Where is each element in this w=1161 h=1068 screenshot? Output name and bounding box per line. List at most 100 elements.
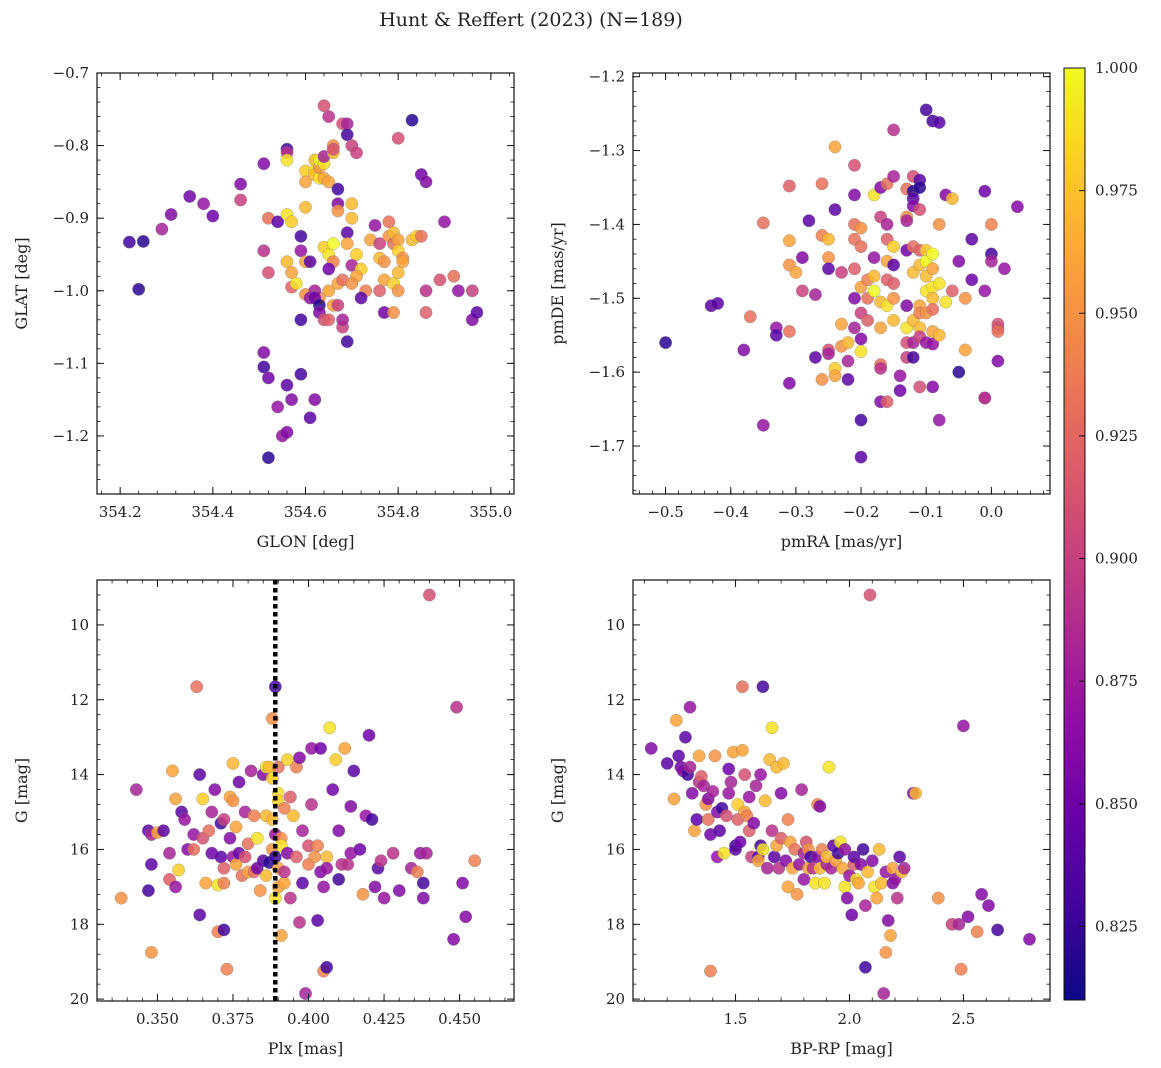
data-point — [1010, 200, 1024, 214]
data-point — [931, 891, 945, 905]
data-point — [838, 842, 852, 856]
data-point — [317, 99, 331, 113]
y-tick-label: −1.3 — [589, 142, 625, 160]
x-tick-label: 1.5 — [724, 1010, 748, 1028]
data-point — [450, 700, 464, 714]
data-point — [322, 262, 336, 276]
data-point — [261, 371, 275, 385]
data-point — [470, 306, 484, 319]
data-point — [340, 335, 354, 349]
data-point — [939, 295, 953, 309]
data-point — [197, 197, 211, 211]
x-tick-label: −0.4 — [713, 503, 749, 521]
data-point — [362, 728, 376, 742]
data-point — [326, 237, 340, 251]
data-point — [164, 208, 178, 221]
axis-ticks: 0.350 0.375 0.400 0.425 0.450 10 12 14 16 18 20 — [70, 579, 514, 1028]
data-point — [217, 923, 231, 937]
data-point — [932, 413, 946, 427]
data-point — [887, 169, 901, 183]
data-point — [913, 380, 927, 394]
x-tick-label: 354.6 — [284, 503, 327, 521]
data-point — [802, 214, 816, 228]
data-point — [900, 214, 914, 228]
data-point — [706, 784, 720, 798]
data-point — [841, 354, 855, 368]
data-point — [261, 266, 275, 280]
data-point — [271, 215, 285, 229]
data-point — [685, 786, 699, 800]
data-point — [926, 302, 940, 316]
data-point — [724, 775, 738, 789]
panel-glon-glat: 354.2 354.4 354.6 354.8 355.0 −0.7 −0.8 −0.9 −1.… — [12, 64, 515, 551]
data-point — [350, 146, 363, 160]
data-point — [991, 354, 1005, 368]
data-point — [391, 266, 405, 280]
data-point — [317, 880, 331, 894]
data-point — [683, 760, 697, 774]
data-point — [838, 880, 852, 894]
colorbar-tick-label: 0.950 — [1095, 304, 1138, 322]
data-point — [322, 110, 336, 124]
y-tick-label: −0.9 — [53, 209, 89, 227]
x-axis-label: Plx [mas] — [268, 1039, 343, 1058]
data-point — [872, 842, 886, 856]
data-point — [890, 891, 904, 905]
data-point — [271, 400, 285, 414]
data-point — [887, 291, 901, 305]
data-point — [893, 384, 907, 398]
data-point — [909, 786, 923, 800]
data-point — [322, 284, 336, 298]
data-point — [277, 801, 291, 815]
data-point — [283, 790, 297, 804]
data-point — [344, 799, 358, 813]
data-point — [320, 960, 334, 974]
data-point — [265, 712, 279, 725]
data-point — [813, 799, 827, 813]
data-point — [644, 741, 658, 755]
data-point — [774, 786, 788, 800]
data-point — [854, 240, 868, 254]
data-point — [196, 792, 210, 806]
data-point — [926, 291, 940, 305]
data-point — [808, 350, 822, 364]
y-axis-label: G [mag] — [548, 758, 567, 823]
y-tick-label: 14 — [70, 766, 89, 784]
data-points — [122, 99, 484, 465]
data-point — [852, 876, 866, 890]
data-point — [797, 872, 811, 886]
data-point — [340, 226, 354, 240]
data-point — [848, 321, 861, 335]
data-point — [332, 872, 346, 886]
y-tick-label: 16 — [606, 840, 625, 858]
data-point — [141, 884, 155, 898]
data-point — [314, 741, 328, 755]
data-point — [345, 197, 359, 211]
data-point — [865, 854, 879, 868]
data-point — [822, 251, 835, 265]
x-tick-label: 354.4 — [191, 503, 234, 521]
data-point — [828, 203, 842, 217]
data-point — [229, 820, 243, 834]
data-point — [283, 891, 297, 905]
data-point — [155, 222, 169, 236]
data-point — [795, 783, 809, 797]
data-point — [132, 282, 146, 296]
data-point — [660, 756, 674, 770]
data-point — [285, 215, 299, 229]
data-point — [841, 373, 855, 386]
data-point — [841, 336, 855, 350]
data-point — [414, 229, 428, 243]
data-point — [144, 857, 158, 871]
data-point — [340, 237, 354, 251]
data-point — [711, 296, 725, 310]
data-point — [331, 204, 345, 218]
data-point — [978, 284, 992, 298]
y-tick-label: −1.2 — [589, 68, 625, 86]
data-point — [205, 805, 219, 819]
data-point — [199, 876, 213, 890]
colorbar-tick-label: 0.900 — [1095, 550, 1138, 568]
x-tick-label: 354.2 — [99, 503, 142, 521]
data-point — [733, 835, 747, 849]
axes-frame — [96, 579, 515, 1002]
